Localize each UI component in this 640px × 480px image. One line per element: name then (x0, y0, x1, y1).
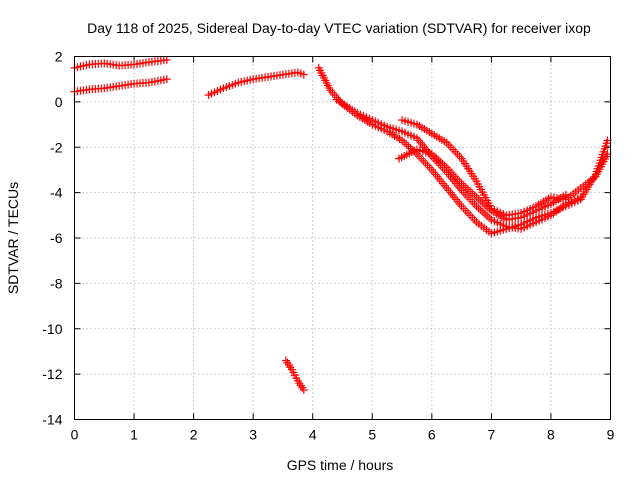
chart-title: Day 118 of 2025, Sidereal Day-to-day VTE… (87, 20, 591, 36)
x-tick-label: 1 (130, 427, 138, 443)
x-tick-label: 7 (487, 427, 495, 443)
x-tick-label: 8 (547, 427, 555, 443)
data-point (162, 55, 171, 64)
x-tick-label: 3 (249, 427, 257, 443)
data-point (299, 70, 308, 79)
y-axis-label: SDTVAR / TECUs (5, 182, 21, 294)
data-point (470, 191, 479, 200)
data-point (404, 142, 413, 151)
data-points (70, 55, 612, 395)
y-tick-label: 0 (55, 94, 63, 110)
y-tick-label: -2 (50, 139, 63, 155)
x-tick-label: 6 (428, 427, 436, 443)
data-point (483, 211, 492, 220)
data-point (162, 75, 171, 84)
data-point (299, 386, 308, 395)
x-tick-label: 2 (190, 427, 198, 443)
data-point (468, 189, 477, 198)
x-tick-label: 9 (607, 427, 615, 443)
y-tick-label: 2 (55, 49, 63, 65)
data-point (576, 193, 585, 202)
y-tick-label: -6 (50, 230, 63, 246)
axis-ticks: 0 1 2 3 4 5 6 7 8 9 2 0 -2 -4 -6 -8 -10 -12 -14 (42, 49, 614, 443)
y-tick-label: -4 (50, 185, 63, 201)
y-tick-label: -12 (42, 366, 62, 382)
grid-lines (74, 56, 611, 420)
data-point (561, 190, 570, 199)
data-point (402, 140, 411, 149)
y-tick-label: -14 (42, 412, 62, 428)
data-point (400, 138, 409, 147)
plot-frame (74, 56, 611, 420)
y-tick-label: -10 (42, 321, 62, 337)
y-tick-label: -8 (50, 275, 63, 291)
data-point (466, 187, 475, 196)
x-axis-label: GPS time / hours (287, 457, 394, 473)
x-tick-label: 0 (71, 427, 79, 443)
x-tick-label: 5 (368, 427, 376, 443)
x-tick-label: 4 (309, 427, 317, 443)
